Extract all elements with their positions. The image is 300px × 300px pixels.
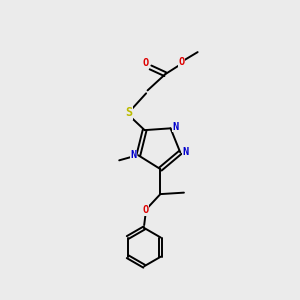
Text: O: O: [142, 205, 149, 215]
Text: N: N: [182, 147, 188, 158]
Text: S: S: [125, 106, 132, 119]
Text: N: N: [172, 122, 179, 132]
Text: O: O: [178, 57, 184, 68]
Text: O: O: [142, 58, 148, 68]
Text: N: N: [130, 150, 136, 160]
